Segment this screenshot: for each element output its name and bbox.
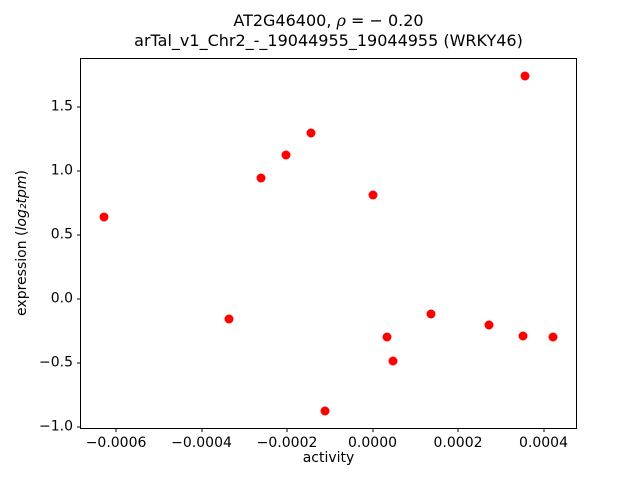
chart-title-line1: AT2G46400, ρ = − 0.20: [80, 11, 577, 31]
y-tick-label: 0.0: [50, 290, 73, 307]
plot-area: −0.0006 −0.0004 −0.0002 0.0000 0.0002 0.0004 −…: [39, 58, 577, 451]
x-tick-label: 0.0002: [433, 435, 483, 451]
rho-symbol: ρ: [336, 11, 346, 30]
y-axis-label-math: log₂tpm: [14, 175, 30, 231]
y-tick-label: 1.5: [50, 98, 73, 115]
chart-title: AT2G46400, ρ = − 0.20 arTal_v1_Chr2_-_19…: [80, 11, 577, 50]
x-tick-label: −0.0004: [171, 435, 232, 451]
data-point: [426, 309, 436, 319]
y-tick-mark: [77, 234, 81, 236]
x-tick-label: 0.0004: [519, 435, 568, 451]
y-tick-label: 1.0: [50, 162, 73, 179]
data-point: [281, 150, 291, 160]
title-rho-value: = − 0.20: [345, 11, 424, 30]
x-tick-mark: [543, 428, 544, 432]
y-tick-mark: [77, 170, 81, 172]
y-tick-mark: [77, 362, 81, 364]
x-tick-label: −0.0002: [256, 435, 318, 451]
y-tick-label: −1.0: [39, 418, 73, 435]
x-tick-mark: [115, 428, 117, 432]
y-tick-label: 0.5: [50, 226, 73, 243]
title-gene-text: AT2G46400,: [233, 11, 337, 30]
chart-title-line2: arTal_v1_Chr2_-_19044955_19044955 (WRKY4…: [134, 30, 523, 50]
y-tick-label: −0.5: [39, 354, 73, 371]
data-point: [484, 320, 494, 330]
y-axis-label-close: ): [14, 170, 30, 176]
x-axis-label: activity: [302, 450, 355, 466]
x-tick-mark: [201, 428, 203, 432]
x-tick-mark: [457, 428, 459, 432]
y-tick-mark: [77, 298, 81, 300]
y-axis-label-text: expression (: [14, 230, 30, 316]
x-tick-label: −0.0006: [85, 435, 147, 451]
y-tick-mark: [77, 106, 81, 107]
data-point: [306, 128, 316, 138]
data-point: [382, 332, 392, 342]
y-tick-mark: [77, 426, 81, 428]
data-point: [520, 71, 530, 81]
x-tick-label: 0.0000: [348, 435, 398, 451]
data-point: [256, 173, 266, 183]
data-point: [99, 212, 109, 222]
data-point: [224, 314, 234, 324]
data-point: [368, 190, 378, 200]
data-point: [388, 356, 398, 366]
x-tick-mark: [372, 428, 374, 432]
data-point: [548, 332, 558, 342]
data-point: [518, 331, 528, 341]
x-tick-mark: [286, 428, 288, 432]
data-point: [320, 406, 330, 416]
y-axis-label: expression (log₂tpm): [14, 170, 30, 316]
